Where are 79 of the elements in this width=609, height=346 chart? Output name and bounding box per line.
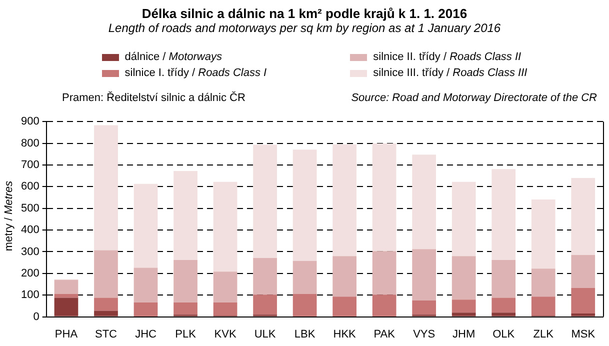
bar [134, 184, 158, 268]
legend-label: silnice I. třídy / Roads Class I [124, 67, 267, 79]
bar [134, 268, 158, 302]
x-tick-label: LBK [294, 328, 316, 340]
chart-subtitle: Length of roads and motorways per sq km by region as at 1 January 2016 [107, 21, 502, 35]
x-tick-label: PHA [54, 328, 78, 340]
bar [54, 280, 78, 294]
bar [531, 296, 556, 316]
bar [571, 288, 596, 314]
bar [492, 260, 516, 298]
bar [412, 300, 436, 315]
bar [571, 254, 596, 288]
bar [54, 298, 78, 316]
y-tick-label: 500 [20, 202, 40, 214]
bar [94, 125, 118, 250]
bar [253, 144, 277, 258]
bar [292, 294, 317, 316]
bar [94, 250, 118, 298]
x-tick-label: ZLK [533, 328, 554, 340]
x-tick-label: HKK [333, 328, 357, 340]
legend-label: dálnice / Motorways [124, 51, 222, 63]
bar [332, 144, 356, 256]
bar [571, 178, 596, 255]
source-note: Source: Road and Motorway Directorate of the CR [351, 92, 597, 104]
bar [372, 294, 396, 316]
bar [174, 302, 198, 315]
legend-label: silnice III. třídy / Roads Class III [373, 67, 528, 79]
bar [174, 171, 198, 260]
bar [492, 298, 516, 313]
x-tick-label: MSK [571, 328, 596, 340]
x-tick-label: OLK [492, 328, 516, 340]
y-tick-label: 600 [20, 180, 40, 193]
bar [332, 256, 356, 297]
y-tick-label: 300 [20, 246, 40, 258]
bar [452, 182, 476, 256]
bar [492, 169, 516, 260]
bar [94, 298, 118, 311]
bar [372, 144, 396, 252]
bar [452, 256, 476, 300]
y-tick-label: 200 [20, 267, 40, 280]
bar [253, 258, 277, 295]
bar [213, 302, 238, 316]
bar [253, 294, 277, 315]
bar [372, 251, 396, 295]
bar [412, 154, 436, 250]
x-tick-label: ULK [254, 328, 276, 340]
y-tick-label: 100 [20, 289, 40, 302]
bar [492, 312, 516, 316]
text: Pramen: Ředitelství silnic a dálnic ČR [62, 92, 246, 104]
y-tick-label: 800 [20, 137, 40, 150]
x-tick-label: JHC [135, 328, 157, 340]
legend-label: silnice II. třídy / Roads Class II [373, 51, 522, 63]
x-tick-label: KVK [214, 328, 237, 340]
x-tick-label: STC [94, 328, 118, 340]
x-tick-label: VYS [413, 328, 436, 340]
y-axis-title: metry / Metres [3, 180, 16, 252]
bar [332, 296, 356, 316]
bar [213, 182, 238, 272]
bar [174, 260, 198, 302]
chart-title: Délka silnic a dálnic na 1 km² podle krajů k 1. 1. 2016 [140, 6, 468, 21]
bar [452, 312, 476, 316]
bar [213, 272, 238, 302]
bar [452, 300, 476, 313]
x-tick-label: PLK [175, 328, 197, 340]
y-tick-label: 900 [20, 116, 40, 128]
x-tick-label: JHM [452, 328, 476, 340]
x-tick-label: PAK [374, 328, 396, 340]
bar [292, 150, 317, 261]
bar [292, 260, 317, 294]
bar [531, 199, 556, 269]
bar [54, 294, 78, 298]
y-tick-label: 700 [20, 159, 40, 172]
y-tick-label: 400 [20, 224, 40, 236]
bar [94, 310, 118, 316]
bar [412, 249, 436, 301]
bar [571, 314, 596, 316]
bar [531, 268, 556, 297]
y-tick-label: 0 [33, 310, 40, 323]
bar [134, 302, 158, 316]
